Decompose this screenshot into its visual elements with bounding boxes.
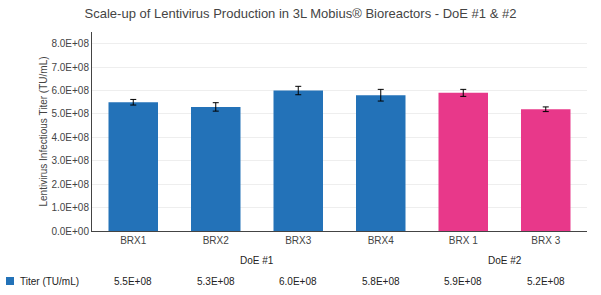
svg-text:0.0E+00: 0.0E+00 — [51, 226, 89, 237]
svg-text:6.0E+08: 6.0E+08 — [51, 85, 89, 96]
svg-text:5.9E+08: 5.9E+08 — [444, 276, 482, 287]
svg-text:DoE #2: DoE #2 — [488, 255, 522, 266]
svg-text:Lentivirus Infectious Titer (T: Lentivirus Infectious Titer (TU/mL) — [38, 56, 49, 206]
svg-text:5.0E+08: 5.0E+08 — [51, 108, 89, 119]
svg-text:5.2E+08: 5.2E+08 — [527, 276, 565, 287]
svg-text:BRX2: BRX2 — [203, 235, 230, 246]
svg-text:6.0E+08: 6.0E+08 — [279, 276, 317, 287]
svg-text:BRX 3: BRX 3 — [531, 235, 560, 246]
svg-text:BRX1: BRX1 — [120, 235, 147, 246]
svg-text:1.0E+08: 1.0E+08 — [51, 202, 89, 213]
svg-text:Scale-up of Lentivirus Product: Scale-up of Lentivirus Production in 3L … — [85, 6, 517, 21]
svg-text:BRX3: BRX3 — [285, 235, 312, 246]
svg-text:2.0E+08: 2.0E+08 — [51, 179, 89, 190]
svg-text:5.8E+08: 5.8E+08 — [362, 276, 400, 287]
svg-text:BRX 1: BRX 1 — [449, 235, 478, 246]
svg-text:Titer (TU/mL): Titer (TU/mL) — [20, 276, 79, 287]
svg-text:8.0E+08: 8.0E+08 — [51, 38, 89, 49]
svg-text:BRX4: BRX4 — [368, 235, 395, 246]
svg-text:DoE #1: DoE #1 — [240, 255, 274, 266]
svg-text:3.0E+08: 3.0E+08 — [51, 155, 89, 166]
svg-text:7.0E+08: 7.0E+08 — [51, 62, 89, 73]
svg-text:5.3E+08: 5.3E+08 — [197, 276, 235, 287]
svg-text:5.5E+08: 5.5E+08 — [114, 276, 152, 287]
svg-text:4.0E+08: 4.0E+08 — [51, 132, 89, 143]
